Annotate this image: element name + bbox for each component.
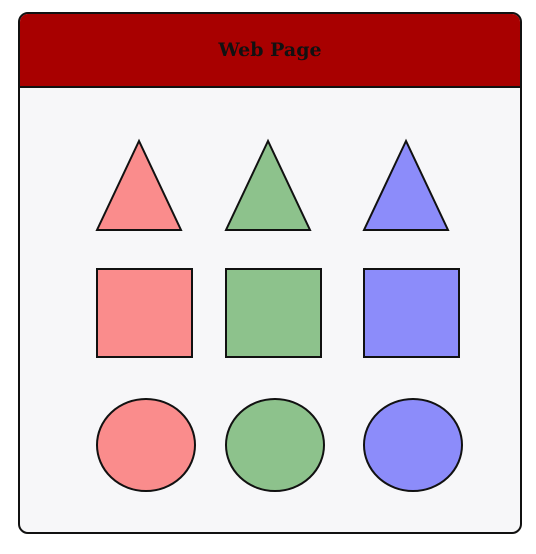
- page-title: Web Page: [218, 39, 322, 61]
- circle-blue: [363, 398, 463, 492]
- square-green: [225, 268, 322, 358]
- square-blue: [363, 268, 460, 358]
- circle-red: [96, 398, 196, 492]
- square-red: [96, 268, 193, 358]
- circle-green: [225, 398, 325, 492]
- triangle-green: [224, 138, 312, 231]
- page-header: Web Page: [20, 14, 520, 88]
- triangle-blue: [362, 138, 450, 231]
- triangle-red: [95, 138, 183, 231]
